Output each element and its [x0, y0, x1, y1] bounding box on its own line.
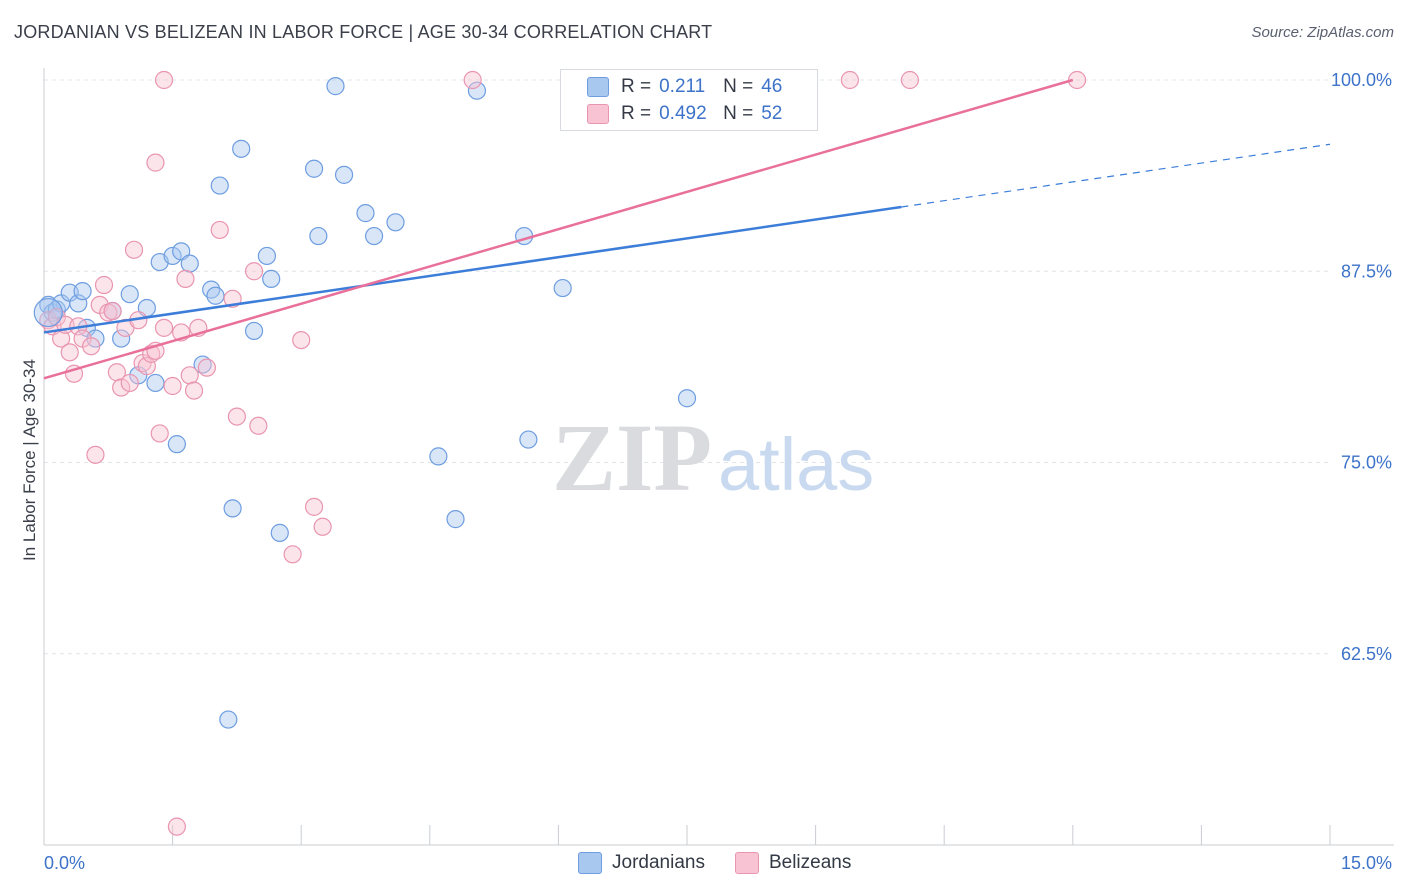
data-point-jordanians [257, 246, 277, 266]
legend-n-value: 46 [761, 76, 783, 97]
data-point-belizeans [304, 497, 324, 516]
data-point-jordanians [677, 389, 697, 408]
data-point-jordanians [210, 176, 229, 195]
data-point-jordanians [309, 226, 328, 246]
tick-labels: 62.5% 75.0% 87.5% 100.0% 0.0% 15.0% [44, 70, 1392, 873]
legend-row-jordanians: R = 0.211 N = 46 [587, 75, 782, 99]
data-point-jordanians [33, 297, 63, 328]
data-point-belizeans [82, 337, 101, 356]
legend-item-jordanians: Jordanians [578, 852, 705, 874]
data-point-jordanians [326, 77, 345, 96]
grid-lines [44, 79, 1330, 655]
legend-row-belizeans: R = 0.492 N = 52 [587, 102, 782, 126]
data-point-belizeans [900, 70, 920, 90]
y-tick-label: 62.5% [1341, 644, 1392, 664]
data-point-jordanians [262, 269, 281, 288]
data-point-jordanians [446, 510, 465, 529]
data-point-jordanians [429, 447, 448, 466]
legend-item-belizeans: Belizeans [734, 852, 852, 874]
trend-line-extension-jordanians [901, 143, 1331, 208]
data-point-belizeans [176, 269, 195, 288]
chart-title: JORDANIAN VS BELIZEAN IN LABOR FORCE | A… [14, 22, 713, 42]
legend-r-label: R = [621, 103, 652, 124]
data-point-jordanians [73, 282, 92, 301]
data-point-belizeans [180, 366, 199, 385]
data-point-jordanians [232, 139, 251, 158]
legend-r-label: R = [621, 76, 652, 97]
data-point-jordanians [146, 373, 165, 393]
data-point-jordanians [270, 523, 289, 542]
x-tick-label: 0.0% [44, 853, 85, 873]
data-point-belizeans [227, 407, 246, 426]
y-tick-label: 75.0% [1341, 453, 1392, 473]
data-point-belizeans [146, 153, 165, 172]
legend-swatch-jordanians [578, 852, 602, 874]
data-point-belizeans [124, 240, 144, 259]
data-point-jordanians [112, 329, 131, 348]
data-point-belizeans [292, 331, 311, 350]
data-point-belizeans [94, 275, 114, 295]
legend-r-value: 0.211 [659, 76, 706, 97]
source-label: Source: ZipAtlas.com [1251, 24, 1394, 41]
data-point-jordanians [219, 710, 238, 729]
watermark-atlas: atlas [718, 423, 874, 506]
data-point-jordanians [180, 254, 199, 273]
watermark-zip: ZIP [552, 404, 712, 511]
legend-swatch-belizeans [587, 104, 609, 124]
legend-swatch-jordanians [587, 77, 609, 97]
data-point-belizeans [313, 517, 332, 536]
legend-n-value: 52 [761, 103, 783, 124]
data-point-belizeans [244, 262, 264, 281]
watermark: ZIP atlas [552, 404, 874, 511]
y-tick-label: 87.5% [1341, 261, 1392, 281]
data-point-belizeans [103, 301, 122, 321]
data-point-belizeans [112, 378, 131, 397]
data-point-belizeans [86, 445, 105, 464]
data-point-belizeans [154, 318, 174, 337]
data-point-jordanians [167, 435, 186, 454]
data-point-belizeans [210, 220, 229, 240]
data-point-jordanians [364, 226, 384, 246]
trend-lines [43, 78, 1331, 380]
data-point-jordanians [206, 286, 225, 305]
data-point-jordanians [334, 165, 354, 184]
data-point-belizeans [197, 358, 216, 377]
data-point-jordanians [163, 246, 182, 266]
data-point-belizeans [163, 376, 182, 396]
legend-label-belizeans: Belizeans [768, 852, 852, 873]
data-point-jordanians [553, 278, 572, 298]
data-point-jordanians [244, 321, 264, 341]
series-legend: Jordanians Belizeans [578, 852, 881, 874]
y-tick-label: 100.0% [1331, 70, 1392, 90]
data-point-jordanians [519, 430, 538, 449]
data-point-jordanians [467, 81, 487, 100]
data-point-belizeans [184, 381, 204, 400]
legend-label-jordanians: Jordanians [612, 852, 705, 873]
legend-r-value: 0.492 [659, 103, 707, 124]
data-point-jordanians [120, 285, 139, 304]
data-point-belizeans [167, 817, 186, 836]
data-point-jordanians [356, 204, 375, 223]
data-point-belizeans [463, 70, 482, 90]
data-point-belizeans [60, 343, 79, 362]
data-point-belizeans [150, 424, 169, 443]
legend-swatch-belizeans [734, 852, 759, 874]
legend-n-label: N = [723, 103, 754, 124]
stats-legend: R = 0.211 N = 46 R = 0.492 N = 52 [560, 69, 818, 131]
x-tick-label: 15.0% [1341, 853, 1392, 873]
data-point-jordanians [223, 499, 242, 518]
data-point-jordanians [304, 159, 324, 178]
data-point-belizeans [840, 70, 859, 90]
legend-n-label: N = [723, 76, 754, 97]
data-point-belizeans [249, 416, 268, 435]
trend-line-jordanians [43, 205, 902, 334]
data-point-jordanians [386, 213, 405, 232]
axes [43, 68, 1394, 846]
trend-line-belizeans [43, 78, 1074, 380]
data-point-belizeans [283, 545, 302, 564]
data-point-belizeans [120, 373, 139, 393]
data-point-belizeans [154, 70, 174, 90]
